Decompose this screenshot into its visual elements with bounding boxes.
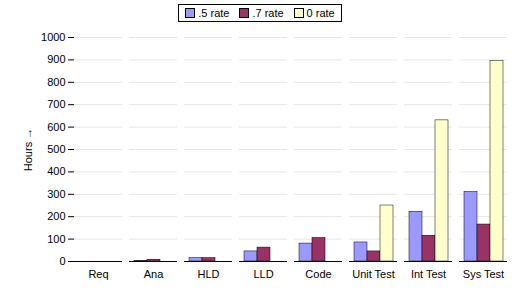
svg-text:Req: Req xyxy=(88,268,108,280)
svg-text:HLD: HLD xyxy=(197,268,219,280)
svg-text:800: 800 xyxy=(47,76,65,88)
svg-text:LLD: LLD xyxy=(253,268,273,280)
svg-text:Ana: Ana xyxy=(144,268,164,280)
svg-text:Hours →: Hours → xyxy=(22,128,34,171)
html-text:.7 rate: .7 rate xyxy=(252,6,284,19)
html-text:.5 rate: .5 rate xyxy=(198,6,230,19)
svg-text:Int Test: Int Test xyxy=(411,268,446,280)
svg-text:0: 0 xyxy=(59,255,65,267)
svg-text:400: 400 xyxy=(47,165,65,177)
svg-text:500: 500 xyxy=(47,143,65,155)
svg-text:Unit Test: Unit Test xyxy=(352,268,395,280)
svg-text:1000: 1000 xyxy=(41,31,65,43)
svg-text:600: 600 xyxy=(47,121,65,133)
svg-text:100: 100 xyxy=(47,233,65,245)
svg-text:900: 900 xyxy=(47,53,65,65)
svg-text:Code: Code xyxy=(305,268,331,280)
html-text:0 rate: 0 rate xyxy=(306,6,335,19)
svg-text:300: 300 xyxy=(47,188,65,200)
svg-text:700: 700 xyxy=(47,98,65,110)
svg-text:200: 200 xyxy=(47,210,65,222)
svg-text:Sys Test: Sys Test xyxy=(463,268,504,280)
